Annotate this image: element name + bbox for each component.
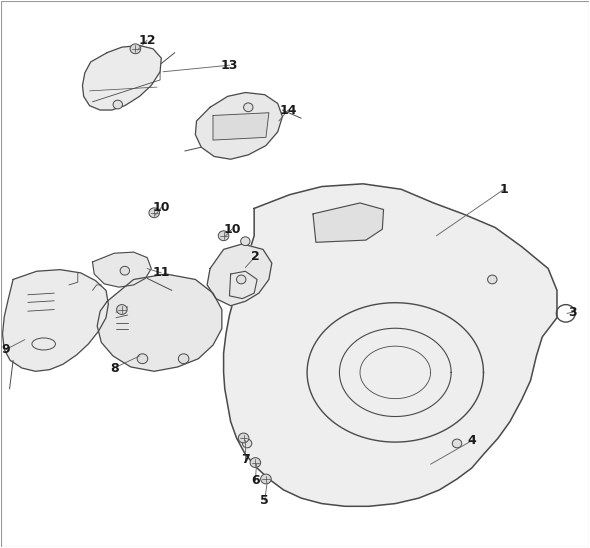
Circle shape <box>261 474 271 484</box>
Text: 10: 10 <box>153 201 170 214</box>
Text: 11: 11 <box>153 266 170 279</box>
Text: 4: 4 <box>467 434 476 447</box>
Circle shape <box>218 231 229 241</box>
Text: 12: 12 <box>139 33 156 47</box>
Polygon shape <box>2 270 109 372</box>
Circle shape <box>241 237 250 246</box>
Text: 10: 10 <box>223 222 241 236</box>
Text: 8: 8 <box>110 362 119 374</box>
Text: 5: 5 <box>260 494 269 507</box>
Circle shape <box>149 208 159 218</box>
Text: 2: 2 <box>251 250 260 263</box>
Circle shape <box>113 100 123 109</box>
Circle shape <box>250 458 261 467</box>
Polygon shape <box>313 203 384 242</box>
Text: eReplacementParts.com: eReplacementParts.com <box>211 267 380 281</box>
Text: 13: 13 <box>221 59 238 72</box>
Text: 1: 1 <box>500 183 509 196</box>
Circle shape <box>117 305 127 315</box>
Polygon shape <box>213 113 269 140</box>
Circle shape <box>453 439 462 448</box>
Polygon shape <box>83 45 161 110</box>
Polygon shape <box>195 93 283 159</box>
Text: 9: 9 <box>2 343 11 356</box>
Text: 6: 6 <box>251 474 260 487</box>
Circle shape <box>238 433 249 443</box>
Polygon shape <box>230 271 257 299</box>
Text: 14: 14 <box>280 104 297 117</box>
Polygon shape <box>93 252 151 287</box>
Circle shape <box>137 354 148 364</box>
Polygon shape <box>224 184 557 506</box>
Circle shape <box>130 44 140 54</box>
Polygon shape <box>207 244 272 306</box>
Polygon shape <box>97 274 222 372</box>
Circle shape <box>120 266 130 275</box>
Text: 7: 7 <box>241 453 250 466</box>
Circle shape <box>237 275 246 284</box>
Circle shape <box>242 439 252 448</box>
Circle shape <box>487 275 497 284</box>
Circle shape <box>178 354 189 364</box>
Text: 3: 3 <box>569 306 577 319</box>
Circle shape <box>244 103 253 112</box>
